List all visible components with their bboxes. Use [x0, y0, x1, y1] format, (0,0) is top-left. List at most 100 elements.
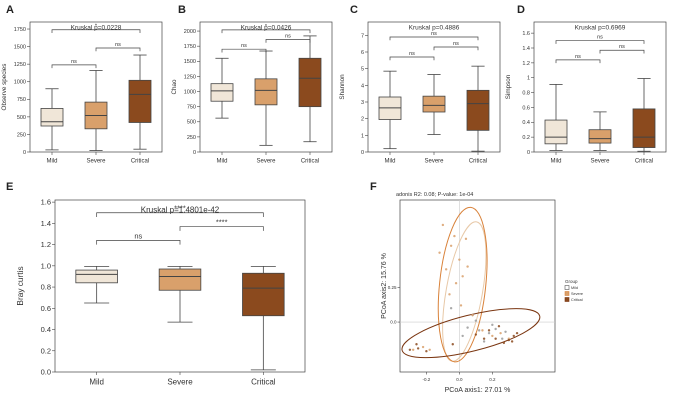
- point-severe: [466, 265, 469, 268]
- ellipse-critical: [401, 308, 541, 359]
- point-severe: [421, 345, 425, 349]
- legend-swatch-severe: [564, 291, 570, 296]
- significance-bracket: [389, 36, 479, 41]
- chart-title: Kruskal p=0.0228: [71, 25, 122, 32]
- y-tick-label: 2000: [184, 29, 196, 35]
- point-severe: [458, 258, 461, 261]
- significance-label: ns: [619, 44, 625, 50]
- point-critical: [487, 329, 491, 332]
- point-severe: [461, 275, 464, 278]
- y-tick-label: 250: [17, 132, 26, 138]
- significance-label: ns: [115, 42, 121, 48]
- significance-bracket: [433, 46, 479, 51]
- y-tick-label: 1000: [184, 89, 196, 95]
- y-tick-label: 0.0: [41, 368, 51, 377]
- point-mild: [504, 330, 507, 333]
- point-severe: [448, 293, 451, 296]
- point-mild: [461, 334, 464, 338]
- y-tick-label: 3: [361, 100, 364, 106]
- point-severe: [471, 313, 474, 317]
- x-tick-label-critical: Critical: [469, 159, 487, 165]
- y-tick-label: 1.0: [41, 261, 51, 270]
- significance-label: ns: [241, 43, 247, 49]
- point-mild: [487, 331, 491, 335]
- y-axis-label: Observe species: [1, 64, 8, 111]
- box-severe: [588, 129, 612, 144]
- box-severe: [254, 78, 278, 106]
- x-tick-label-critical: Critical: [131, 159, 149, 165]
- x-tick-label-mild: Mild: [550, 159, 561, 165]
- box-critical: [128, 79, 152, 123]
- box-mild: [210, 83, 234, 102]
- legend-entry-mild: Mild: [571, 286, 578, 290]
- y-tick-label: 7: [361, 33, 364, 39]
- point-critical: [512, 334, 515, 338]
- y-tick-label: 1250: [184, 74, 196, 80]
- point-critical: [408, 348, 412, 352]
- x-tick-label-mild: Mild: [46, 159, 57, 165]
- x-tick-label-critical: Critical: [301, 159, 319, 165]
- point-critical: [451, 343, 454, 346]
- panel-label-a: A: [6, 4, 14, 16]
- ellipse-severe: [437, 206, 488, 363]
- y-tick-label: 250: [187, 135, 196, 141]
- significance-bracket: [221, 29, 311, 34]
- y-tick-label: 0.8: [522, 90, 530, 96]
- boxplot-panel-3: 0 0.2 0.4 0.6 0.8 1 1.2 1.4 1.6 Kruskal p=0.6969 S…: [505, 21, 667, 165]
- point-mild: [501, 337, 504, 340]
- y-tick-label: 1: [527, 76, 530, 82]
- point-severe: [464, 237, 468, 241]
- significance-label: ns: [71, 59, 77, 65]
- significance-bracket: [389, 56, 435, 61]
- point-severe: [491, 334, 494, 338]
- x-tick-label-severe: Severe: [167, 378, 193, 387]
- point-critical: [502, 341, 506, 345]
- y-tick-label: 500: [17, 115, 26, 121]
- point-critical: [515, 331, 519, 335]
- y-tick-label: 0.0: [390, 320, 397, 325]
- significance-bracket: [179, 226, 264, 231]
- panel-label-d: D: [517, 4, 525, 16]
- point-mild: [491, 323, 494, 327]
- point-mild: [482, 340, 486, 343]
- chart-title: Kruskal p=0.6969: [575, 25, 626, 32]
- legend-title: Group: [565, 279, 578, 284]
- x-axis-label: PCoA axis1: 27.01 %: [445, 387, 511, 394]
- point-severe: [411, 348, 415, 352]
- point-critical: [482, 337, 486, 340]
- significance-label: *: [265, 24, 268, 30]
- point-mild: [449, 306, 453, 310]
- y-tick-label: 0.2: [41, 346, 51, 355]
- plot-frame: [399, 199, 556, 373]
- point-severe: [499, 331, 502, 335]
- x-tick-label-severe: Severe: [590, 159, 610, 165]
- significance-bracket: [599, 49, 645, 54]
- y-tick-label: 2: [361, 117, 364, 123]
- box-mild: [544, 119, 568, 145]
- y-tick-label: 5: [361, 67, 364, 73]
- y-tick-label: 1750: [184, 44, 196, 50]
- y-tick-label: 0.4: [522, 120, 530, 126]
- box-mild: [75, 269, 118, 284]
- y-tick-label: 0: [361, 150, 364, 156]
- boxplot-panel-4: 0.0 0.2 0.4 0.6 0.8 1.0 1.2 1.4 1.6 Kruskal p=1.4…: [15, 198, 306, 387]
- significance-bracket: [221, 48, 267, 53]
- y-tick-label: 750: [187, 105, 196, 111]
- point-critical: [494, 337, 497, 340]
- point-critical: [507, 338, 511, 342]
- x-tick-label: 0.0: [456, 377, 463, 382]
- y-tick-label: 0.6: [522, 105, 530, 111]
- point-severe: [441, 223, 445, 227]
- significance-bracket: [265, 39, 311, 43]
- significance-label: *: [95, 24, 98, 30]
- legend-entry-critical: Critical: [571, 298, 583, 302]
- y-tick-label: 1.2: [41, 240, 51, 249]
- point-severe: [481, 329, 484, 332]
- legend-swatch-mild: [564, 285, 570, 290]
- point-severe: [454, 282, 458, 285]
- significance-label: ns: [285, 34, 291, 40]
- boxplot-panel-2: 0 1 2 3 4 5 6 7 Kruskal p=0.4886 Shannon Mild Sever…: [339, 21, 501, 165]
- y-tick-label: 1000: [14, 80, 26, 86]
- point-severe: [453, 234, 456, 238]
